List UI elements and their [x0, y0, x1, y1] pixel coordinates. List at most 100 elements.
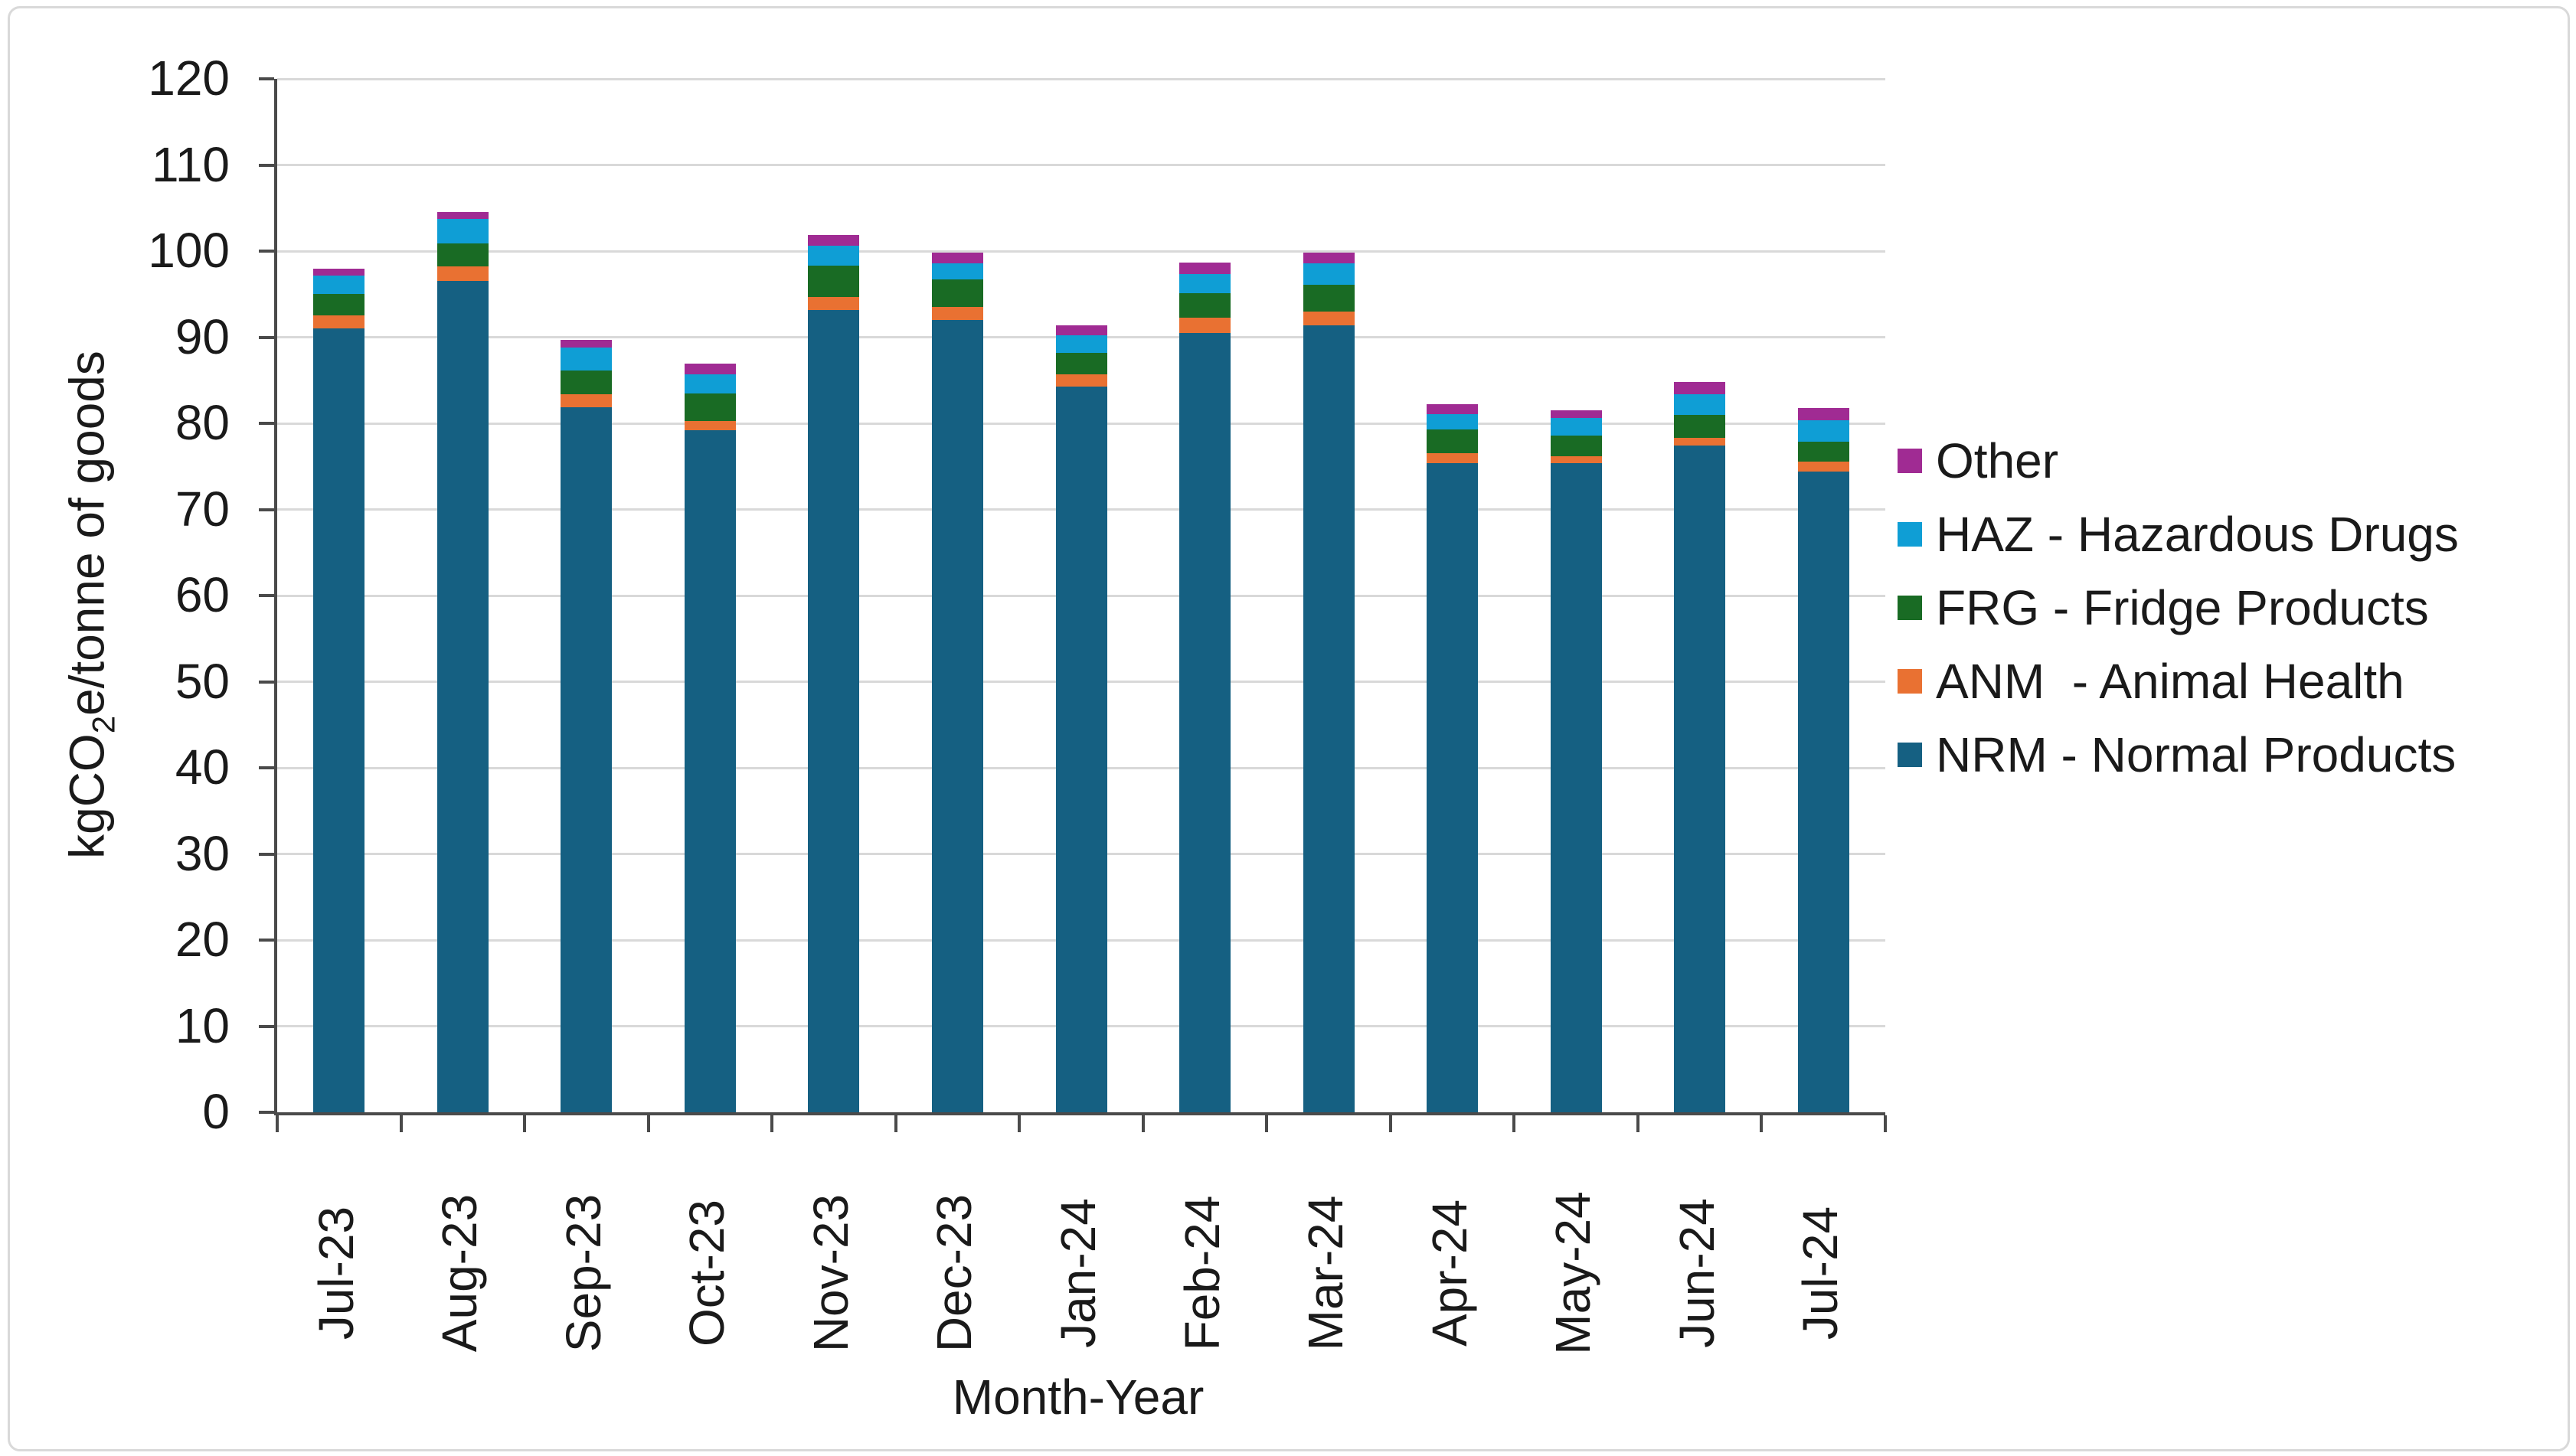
bar-segment-haz	[561, 348, 613, 371]
y-axis-tick-mark	[259, 594, 274, 597]
legend-label: HAZ - Hazardous Drugs	[1936, 507, 2459, 562]
y-tick-label-50: 50	[175, 653, 230, 709]
bar-segment-other	[684, 364, 736, 374]
figure-border	[8, 6, 2570, 1451]
bar-segment-haz	[1303, 263, 1355, 285]
stacked-bar-jan-24	[1055, 79, 1107, 1112]
bar-segment-haz	[1550, 418, 1602, 436]
y-axis-tick-mark	[259, 250, 274, 253]
y-axis-tick-mark	[259, 422, 274, 425]
bar-segment-anm	[1550, 455, 1602, 463]
bar-segment-anm	[808, 296, 860, 310]
y-axis-tick-mark	[259, 766, 274, 769]
y-tick-label-40: 40	[175, 739, 230, 795]
x-tick-label-sep-23: Sep-23	[555, 1193, 611, 1353]
bar-segment-anm	[1674, 438, 1726, 446]
legend-item-anm: ANM - Animal Health	[1898, 645, 2459, 718]
bar-segment-haz	[313, 275, 365, 295]
x-tick-label-nov-23: Nov-23	[803, 1193, 858, 1353]
bar-segment-other	[1550, 410, 1602, 419]
y-axis-title-prefix: kgCO	[59, 733, 115, 859]
bar-segment-frg	[1303, 284, 1355, 312]
legend-item-other: Other	[1898, 424, 2459, 498]
x-tick-label-dec-23: Dec-23	[927, 1193, 982, 1353]
stacked-bar-may-24	[1550, 79, 1602, 1112]
y-tick-label-30: 30	[175, 825, 230, 881]
x-tick-label-mar-24: Mar-24	[1298, 1195, 1354, 1351]
x-axis-tick-mark	[1760, 1115, 1764, 1132]
bar-segment-nrm	[1797, 472, 1849, 1112]
y-axis-title-suffix: e/tonne of goods	[59, 351, 115, 716]
bar-segment-other	[931, 253, 983, 263]
y-tick-label-0: 0	[202, 1084, 230, 1139]
legend-swatch-icon	[1898, 449, 1922, 473]
bar-segment-nrm	[1427, 462, 1479, 1112]
bar-segment-nrm	[808, 309, 860, 1112]
y-tick-label-80: 80	[175, 395, 230, 450]
bar-segment-frg	[313, 294, 365, 316]
bar-segment-anm	[1303, 311, 1355, 325]
bar-segment-haz	[1179, 274, 1231, 294]
bar-segment-frg	[436, 243, 489, 267]
legend-swatch-icon	[1898, 743, 1922, 767]
bar-segment-nrm	[1550, 462, 1602, 1112]
bar-segment-nrm	[931, 320, 983, 1112]
x-tick-label-jan-24: Jan-24	[1051, 1198, 1106, 1348]
bar-segment-haz	[436, 219, 489, 243]
stacked-bar-mar-24	[1303, 79, 1355, 1112]
y-axis-title-subscript: 2	[85, 715, 122, 734]
stacked-bar-dec-23	[931, 79, 983, 1112]
y-axis-tick-mark	[259, 680, 274, 684]
bar-segment-nrm	[1674, 446, 1726, 1112]
x-tick-label-jul-23: Jul-23	[308, 1206, 364, 1340]
bar-segment-frg	[808, 266, 860, 297]
stacked-bar-aug-23	[436, 79, 489, 1112]
y-axis-tick-mark	[259, 1024, 274, 1028]
legend-item-frg: FRG - Fridge Products	[1898, 571, 2459, 645]
stacked-bar-jun-24	[1674, 79, 1726, 1112]
stacked-bar-nov-23	[808, 79, 860, 1112]
legend-label: NRM - Normal Products	[1936, 727, 2457, 782]
legend-label: Other	[1936, 433, 2059, 488]
stacked-bar-feb-24	[1179, 79, 1231, 1112]
y-tick-label-10: 10	[175, 997, 230, 1053]
plot-area	[259, 77, 1887, 1132]
x-tick-label-feb-24: Feb-24	[1174, 1195, 1230, 1351]
bar-segment-other	[1179, 262, 1231, 275]
legend-item-nrm: NRM - Normal Products	[1898, 718, 2459, 792]
gridline-y100	[277, 250, 1885, 253]
bar-segment-other	[313, 268, 365, 276]
bar-segment-frg	[1179, 293, 1231, 318]
gridline-y110	[277, 164, 1885, 166]
bar-segment-nrm	[1055, 386, 1107, 1112]
y-axis-tick-mark	[259, 335, 274, 339]
y-axis-tick-mark	[259, 163, 274, 167]
bar-segment-frg	[931, 279, 983, 308]
bar-segment-anm	[1797, 461, 1849, 472]
x-axis-tick-mark	[1018, 1115, 1022, 1132]
bar-segment-other	[436, 212, 489, 220]
x-axis-tick-mark	[894, 1115, 897, 1132]
legend-swatch-icon	[1898, 522, 1922, 547]
bar-segment-haz	[1674, 393, 1726, 415]
bar-segment-other	[1797, 407, 1849, 420]
bar-segment-other	[1055, 325, 1107, 336]
bar-segment-nrm	[436, 281, 489, 1112]
stacked-bar-jul-24	[1797, 79, 1849, 1112]
x-axis-tick-mark	[1512, 1115, 1516, 1132]
bar-segment-frg	[1797, 441, 1849, 462]
x-tick-label-jun-24: Jun-24	[1669, 1198, 1724, 1348]
x-axis-tick-mark	[399, 1115, 403, 1132]
bar-segment-frg	[1550, 435, 1602, 456]
x-tick-label-apr-24: Apr-24	[1421, 1199, 1477, 1347]
legend-label: FRG - Fridge Products	[1936, 580, 2429, 635]
bar-segment-anm	[684, 420, 736, 430]
y-axis-tick-mark	[259, 939, 274, 942]
x-axis-tick-mark	[276, 1115, 279, 1132]
y-tick-label-20: 20	[175, 912, 230, 967]
bar-segment-nrm	[684, 430, 736, 1112]
bar-segment-frg	[1427, 429, 1479, 454]
y-tick-label-60: 60	[175, 567, 230, 622]
bar-segment-nrm	[561, 406, 613, 1112]
